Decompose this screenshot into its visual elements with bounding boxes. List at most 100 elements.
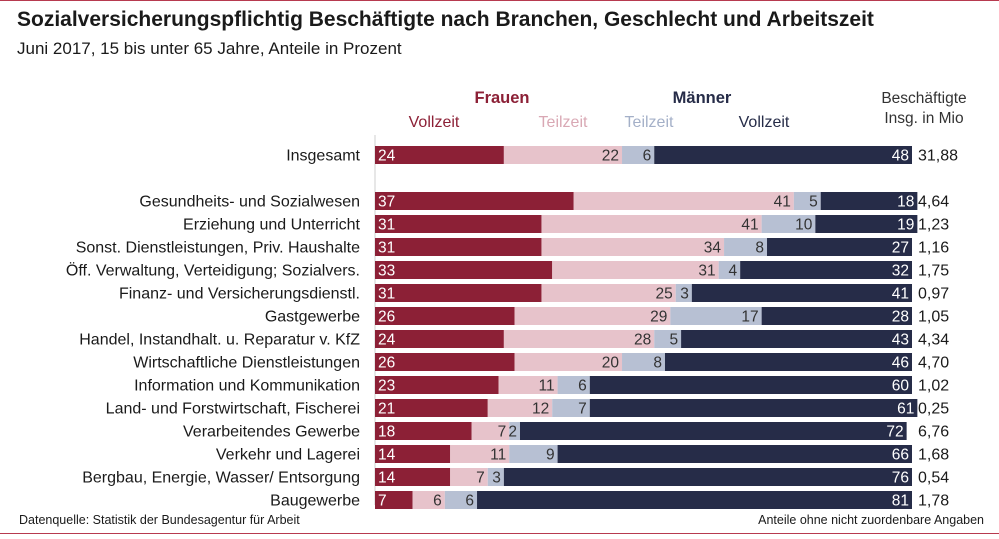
data-label-maenner_vollzeit: 19 — [897, 217, 914, 234]
data-label-maenner_teilzeit: 9 — [546, 447, 555, 464]
total-value: 1,23 — [918, 217, 949, 234]
data-label-frauen_vollzeit: 21 — [378, 401, 395, 418]
bar-segment-frauen_vollzeit — [375, 146, 504, 164]
data-label-maenner_vollzeit: 72 — [886, 424, 903, 441]
total-value: 1,16 — [918, 240, 949, 257]
bar-segment-frauen_vollzeit — [375, 353, 515, 371]
data-label-frauen_vollzeit: 33 — [378, 263, 395, 280]
bar-segment-maenner_teilzeit — [444, 491, 478, 509]
bar-segment-maenner_teilzeit — [487, 468, 504, 486]
bar-segment-maenner_teilzeit — [793, 192, 821, 210]
data-label-frauen_vollzeit: 23 — [378, 378, 395, 395]
data-label-frauen_teilzeit: 12 — [532, 401, 549, 418]
legend-frauen_vollzeit: Vollzeit — [409, 114, 460, 131]
data-label-frauen_teilzeit: 25 — [655, 286, 672, 303]
total-value: 6,76 — [918, 424, 949, 441]
data-label-maenner_teilzeit: 10 — [795, 217, 813, 234]
bar-segment-frauen_teilzeit — [503, 146, 623, 164]
bar-segment-maenner_vollzeit — [664, 353, 912, 371]
bar-segment-frauen_vollzeit — [375, 215, 542, 233]
bar-segment-maenner_teilzeit — [509, 445, 558, 463]
bar-segment-maenner_teilzeit — [675, 284, 692, 302]
data-label-frauen_vollzeit: 26 — [378, 355, 395, 372]
bar-segment-maenner_vollzeit — [589, 376, 912, 394]
bar-segment-frauen_teilzeit — [412, 491, 445, 509]
bar-segment-maenner_vollzeit — [691, 284, 912, 302]
data-label-maenner_teilzeit: 7 — [578, 401, 587, 418]
data-label-frauen_teilzeit: 11 — [490, 447, 506, 464]
footnote: Anteile ohne nicht zuordenbare Angaben — [758, 513, 984, 527]
data-label-frauen_vollzeit: 14 — [378, 447, 396, 464]
data-label-maenner_teilzeit: 8 — [653, 355, 662, 372]
bar-segment-maenner_teilzeit — [761, 215, 816, 233]
category-label: Gesundheits- und Sozialwesen — [139, 194, 360, 211]
data-label-maenner_teilzeit: 8 — [755, 240, 764, 257]
data-label-frauen_vollzeit: 26 — [378, 309, 395, 326]
top-rule — [0, 0, 999, 1]
bar-segment-frauen_vollzeit — [375, 330, 504, 348]
bar-segment-frauen_teilzeit — [541, 284, 676, 302]
total-header-line-2: Insg. in Mio — [884, 110, 963, 127]
data-label-maenner_vollzeit: 66 — [892, 447, 909, 464]
bar-segment-frauen_vollzeit — [375, 399, 488, 417]
data-label-frauen_teilzeit: 28 — [634, 332, 651, 349]
category-label: Land- und Forstwirtschaft, Fischerei — [106, 401, 360, 418]
data-label-frauen_teilzeit: 20 — [602, 355, 620, 372]
bar-segment-frauen_vollzeit — [375, 238, 542, 256]
data-label-maenner_vollzeit: 61 — [897, 401, 914, 418]
data-label-maenner_vollzeit: 32 — [892, 263, 909, 280]
data-label-frauen_teilzeit: 11 — [538, 378, 554, 395]
bar-segment-maenner_vollzeit — [767, 238, 912, 256]
data-label-frauen_vollzeit: 31 — [378, 286, 395, 303]
bar-segment-maenner_vollzeit — [681, 330, 912, 348]
bar-segment-maenner_vollzeit — [503, 468, 912, 486]
data-label-maenner_vollzeit: 76 — [892, 470, 909, 487]
total-value: 0,25 — [918, 401, 949, 418]
data-label-maenner_vollzeit: 41 — [892, 286, 909, 303]
bar-segment-maenner_vollzeit — [477, 491, 912, 509]
bar-segment-frauen_vollzeit — [375, 284, 542, 302]
total-value: 1,68 — [918, 447, 949, 464]
bar-segment-frauen_vollzeit — [375, 422, 472, 440]
category-label: Information und Kommunikation — [134, 378, 360, 395]
data-label-maenner_teilzeit: 3 — [680, 286, 689, 303]
data-label-frauen_vollzeit: 31 — [378, 217, 395, 234]
category-label: Finanz- und Versicherungsdienstl. — [119, 286, 360, 303]
bar-segment-frauen_teilzeit — [487, 399, 553, 417]
data-label-maenner_vollzeit: 18 — [897, 194, 914, 211]
total-value: 31,88 — [918, 148, 958, 165]
data-label-frauen_vollzeit: 31 — [378, 240, 395, 257]
category-label: Verkehr und Lagerei — [216, 447, 360, 464]
bar-segment-maenner_teilzeit — [654, 330, 682, 348]
bar-segment-frauen_teilzeit — [541, 238, 725, 256]
data-label-maenner_teilzeit: 6 — [465, 493, 474, 510]
category-label: Öff. Verwaltung, Verteidigung; Sozialver… — [66, 262, 360, 280]
category-label: Handel, Instandhalt. u. Reparatur v. KfZ — [79, 332, 360, 349]
category-label: Wirtschaftliche Dienstleistungen — [133, 355, 360, 372]
data-label-frauen_teilzeit: 6 — [433, 493, 442, 510]
data-label-frauen_teilzeit: 34 — [704, 240, 722, 257]
data-label-frauen_teilzeit: 7 — [498, 424, 507, 441]
data-label-frauen_vollzeit: 24 — [378, 148, 396, 165]
bar-segment-maenner_vollzeit — [557, 445, 912, 463]
bar-segment-frauen_teilzeit — [573, 192, 794, 210]
bar-segment-frauen_teilzeit — [498, 376, 558, 394]
bar-segment-frauen_vollzeit — [375, 307, 515, 325]
category-label: Bergbau, Energie, Wasser/ Entsorgung — [82, 470, 360, 487]
bar-segment-frauen_teilzeit — [514, 353, 623, 371]
data-label-frauen_teilzeit: 7 — [476, 470, 485, 487]
bar-segment-frauen_vollzeit — [375, 376, 499, 394]
legend-maenner_teilzeit: Teilzeit — [625, 114, 674, 131]
data-label-maenner_vollzeit: 27 — [892, 240, 909, 257]
data-label-maenner_teilzeit: 5 — [809, 194, 818, 211]
bar-segment-maenner_vollzeit — [761, 307, 912, 325]
data-label-maenner_vollzeit: 43 — [892, 332, 909, 349]
total-header-line-1: Beschäftigte — [881, 90, 966, 107]
bar-segment-maenner_vollzeit — [820, 192, 918, 210]
data-source: Datenquelle: Statistik der Bundesagentur… — [19, 513, 300, 527]
bar-segment-maenner_teilzeit — [622, 353, 665, 371]
total-value: 0,54 — [918, 470, 949, 487]
chart-title: Sozialversicherungspflichtig Beschäftigt… — [17, 8, 874, 31]
data-label-frauen_vollzeit: 18 — [378, 424, 395, 441]
bar-segment-maenner_vollzeit — [815, 215, 918, 233]
